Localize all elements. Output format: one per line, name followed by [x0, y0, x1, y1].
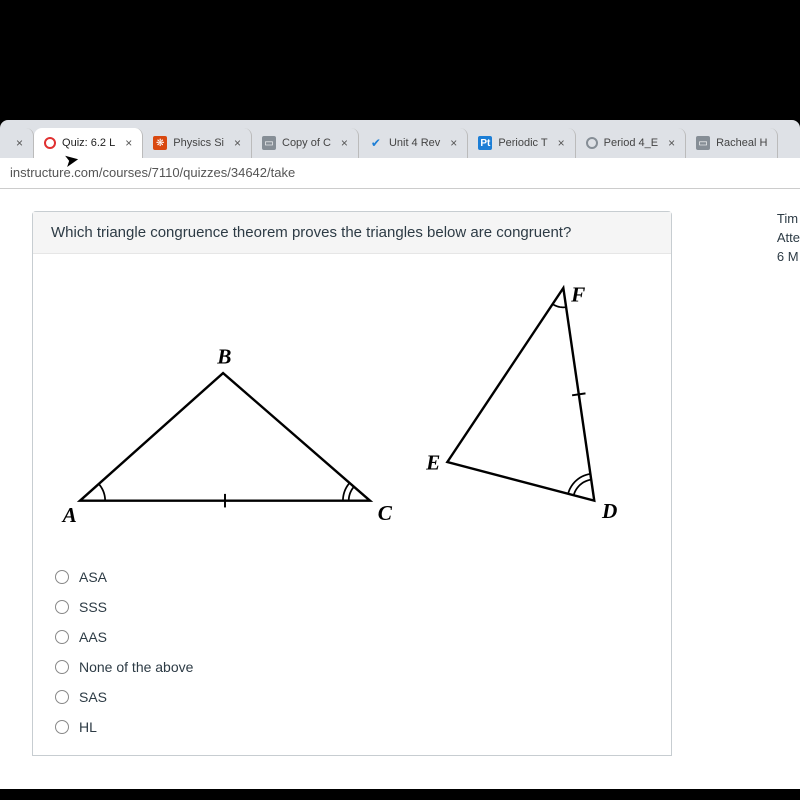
doc-icon: ▭ [262, 136, 276, 150]
url-text: instructure.com/courses/7110/quizzes/346… [10, 165, 295, 180]
radio-icon [55, 630, 69, 644]
radio-icon [55, 570, 69, 584]
attempt-label: Atte [777, 230, 800, 245]
tab-periodic[interactable]: Pt Periodic T × [468, 128, 575, 158]
doc-icon: ❋ [153, 136, 167, 150]
tab-period4[interactable]: Period 4_E × [576, 128, 686, 158]
close-icon[interactable]: × [558, 136, 565, 150]
tab-label: Quiz: 6.2 L [62, 137, 115, 149]
tab-0[interactable]: × [2, 128, 34, 158]
answer-options: ASA SSS AAS None of the above [51, 569, 653, 735]
tab-label: Copy of C [282, 137, 331, 149]
pt-icon: Pt [478, 136, 492, 150]
close-icon[interactable]: × [234, 136, 241, 150]
canvas-icon [44, 137, 56, 149]
radio-icon [55, 600, 69, 614]
radio-icon [55, 690, 69, 704]
option-label: ASA [79, 569, 107, 585]
option-sas[interactable]: SAS [55, 689, 653, 705]
triangles-figure: A B C E F D [51, 264, 631, 544]
tab-label: Unit 4 Rev [389, 137, 440, 149]
radio-icon [55, 720, 69, 734]
tab-unit4[interactable]: ✔ Unit 4 Rev × [359, 128, 468, 158]
option-sss[interactable]: SSS [55, 599, 653, 615]
tab-label: Period 4_E [604, 137, 658, 149]
option-hl[interactable]: HL [55, 719, 653, 735]
svg-text:F: F [570, 283, 585, 307]
check-icon: ✔ [369, 136, 383, 150]
option-label: HL [79, 719, 97, 735]
tab-racheal[interactable]: ▭ Racheal H [686, 128, 778, 158]
tab-label: Physics Si [173, 137, 224, 149]
address-bar[interactable]: instructure.com/courses/7110/quizzes/346… [0, 158, 800, 189]
close-icon[interactable]: × [668, 136, 675, 150]
option-label: AAS [79, 629, 107, 645]
option-aas[interactable]: AAS [55, 629, 653, 645]
timer-label: Tim [777, 211, 800, 226]
svg-text:E: E [425, 451, 440, 475]
svg-text:C: C [378, 501, 393, 525]
tab-label: Periodic T [498, 137, 547, 149]
tab-physics[interactable]: ❋ Physics Si × [143, 128, 252, 158]
timer-panel: Tim Atte 6 M [753, 189, 800, 789]
option-label: SAS [79, 689, 107, 705]
tab-label: Racheal H [716, 137, 767, 149]
question-text: Which triangle congruence theorem proves… [33, 212, 671, 254]
close-icon[interactable]: × [341, 136, 348, 150]
option-none[interactable]: None of the above [55, 659, 653, 675]
close-icon[interactable]: × [450, 136, 457, 150]
option-label: None of the above [79, 659, 193, 675]
close-icon[interactable]: × [16, 136, 23, 150]
tab-copy[interactable]: ▭ Copy of C × [252, 128, 359, 158]
option-label: SSS [79, 599, 107, 615]
close-icon[interactable]: × [125, 136, 132, 150]
question-card: Which triangle congruence theorem proves… [32, 211, 672, 756]
radio-icon [55, 660, 69, 674]
tab-quiz[interactable]: Quiz: 6.2 L × [34, 128, 143, 158]
circle-icon [586, 137, 598, 149]
time-value: 6 M [777, 249, 800, 264]
svg-text:D: D [601, 499, 617, 523]
tab-bar: × Quiz: 6.2 L × ❋ Physics Si × ▭ Copy of… [0, 124, 800, 158]
option-asa[interactable]: ASA [55, 569, 653, 585]
svg-text:A: A [61, 503, 77, 527]
svg-text:B: B [216, 344, 231, 368]
doc-icon: ▭ [696, 136, 710, 150]
